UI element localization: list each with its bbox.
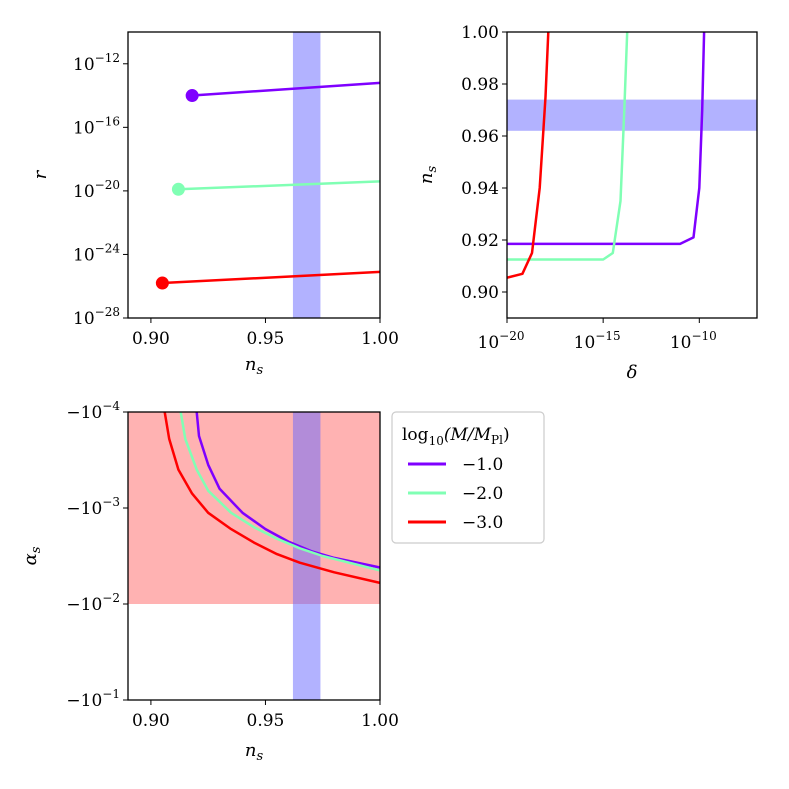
x-tick-label: 0.90 xyxy=(132,329,170,349)
panel-alpha-vs-ns: 0.90 0.95 1.00 −10−4 −10−3 −10−2 −10−1 ns αs xyxy=(20,399,399,764)
series-line-1 xyxy=(507,31,706,246)
axes-frame xyxy=(127,411,381,701)
series-line-3 xyxy=(162,270,381,285)
y-tick-label: 0.90 xyxy=(461,283,499,303)
series-line-2 xyxy=(178,180,381,191)
x-axis-label: ns xyxy=(245,354,264,378)
ns-band xyxy=(292,412,321,700)
y-tick-label: 10−12 xyxy=(73,51,120,75)
x-tick-label: 1.00 xyxy=(361,329,399,349)
x-tick-label: 10−15 xyxy=(574,329,621,353)
series-line-1 xyxy=(192,81,381,97)
axes-frame xyxy=(506,31,758,319)
legend-frame xyxy=(391,411,545,544)
y-tick-label: 1.00 xyxy=(461,23,499,43)
y-tick-label: 10−20 xyxy=(73,178,120,202)
x-axis-label: δ xyxy=(627,362,638,383)
y-axis-label: r xyxy=(30,169,51,179)
axes-frame xyxy=(127,31,381,319)
panel-ns-vs-delta: 10−20 10−15 10−10 0.90 0.92 0.94 0.96 0.98 1.00 δ… xyxy=(416,23,758,383)
legend-label-2: −2.0 xyxy=(462,484,503,504)
y-tick-label: −10−4 xyxy=(66,399,120,423)
y-tick-label: 0.92 xyxy=(461,231,499,251)
y-axis-label: αs xyxy=(20,546,44,565)
x-tick-label: 0.95 xyxy=(247,711,285,731)
series-start-point-1 xyxy=(185,89,199,103)
x-tick-label: 10−10 xyxy=(670,329,717,353)
series-line-1 xyxy=(195,411,381,569)
y-tick-label: −10−2 xyxy=(66,591,120,615)
y-tick-label: 10−24 xyxy=(73,241,120,265)
series-line-2 xyxy=(179,411,381,572)
y-tick-label: 0.94 xyxy=(461,179,499,199)
x-tick-label: 10−20 xyxy=(478,329,525,353)
x-tick-label: 0.90 xyxy=(132,711,170,731)
legend-label-1: −1.0 xyxy=(462,455,503,475)
x-tick-label: 0.95 xyxy=(247,329,285,349)
series-start-point-2 xyxy=(171,182,185,196)
x-axis-label: ns xyxy=(245,740,264,764)
series-line-3 xyxy=(163,411,381,585)
series-line-2 xyxy=(507,31,629,261)
y-tick-label: 0.96 xyxy=(461,127,499,147)
y-tick-label: −10−3 xyxy=(66,495,120,519)
y-tick-label: −10−1 xyxy=(66,687,120,711)
y-tick-label: 10−28 xyxy=(73,305,120,329)
ns-band xyxy=(292,32,321,318)
series-start-point-3 xyxy=(155,276,169,290)
legend-label-3: −3.0 xyxy=(462,513,503,533)
legend-title: log10(M/MPl) xyxy=(402,425,510,448)
legend: log10(M/MPl) −1.0 −2.0 −3.0 xyxy=(391,411,545,544)
y-tick-label: 10−16 xyxy=(73,114,120,138)
y-axis-label: ns xyxy=(416,166,440,185)
y-tick-label: 0.98 xyxy=(461,75,499,95)
x-tick-label: 1.00 xyxy=(361,711,399,731)
panel-r-vs-ns: 0.90 0.95 1.00 10−28 10−24 10−20 10−16 10−12 ns r xyxy=(30,31,399,378)
ns-band xyxy=(507,99,757,131)
series-line-3 xyxy=(506,31,550,279)
